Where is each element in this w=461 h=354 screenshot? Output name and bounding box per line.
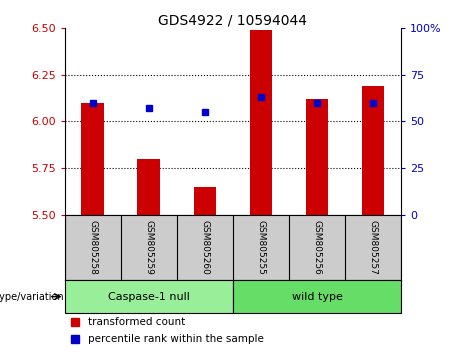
- Bar: [306, 99, 328, 215]
- Text: GSM805257: GSM805257: [368, 220, 378, 275]
- Text: GSM805255: GSM805255: [256, 220, 266, 275]
- Text: transformed count: transformed count: [88, 317, 185, 327]
- Bar: [65, 280, 233, 313]
- Text: genotype/variation: genotype/variation: [0, 292, 65, 302]
- Bar: [82, 103, 104, 215]
- Bar: [362, 86, 384, 215]
- Text: GSM805259: GSM805259: [144, 220, 153, 275]
- Bar: [233, 280, 401, 313]
- Text: GSM805258: GSM805258: [88, 220, 97, 275]
- Text: GSM805260: GSM805260: [200, 220, 209, 275]
- Title: GDS4922 / 10594044: GDS4922 / 10594044: [158, 13, 307, 27]
- Text: percentile rank within the sample: percentile rank within the sample: [88, 333, 264, 343]
- Bar: [137, 159, 160, 215]
- Bar: [250, 30, 272, 215]
- Bar: [194, 187, 216, 215]
- Text: wild type: wild type: [291, 292, 343, 302]
- Text: GSM805256: GSM805256: [313, 220, 321, 275]
- Text: Caspase-1 null: Caspase-1 null: [108, 292, 189, 302]
